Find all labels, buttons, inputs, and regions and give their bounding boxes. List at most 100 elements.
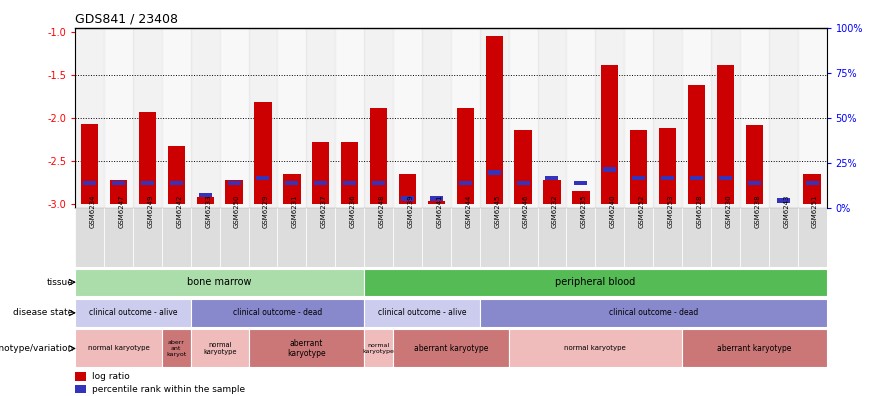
FancyBboxPatch shape: [624, 208, 653, 267]
FancyBboxPatch shape: [682, 208, 711, 267]
Text: clinical outcome - dead: clinical outcome - dead: [608, 308, 697, 317]
Bar: [428, 201, 445, 204]
Bar: [422, 28, 451, 208]
Bar: [488, 170, 500, 175]
Text: GSM6244: GSM6244: [465, 194, 471, 228]
FancyBboxPatch shape: [567, 208, 595, 267]
FancyBboxPatch shape: [162, 208, 191, 267]
Text: normal karyotype: normal karyotype: [88, 345, 149, 352]
Text: GSM6249: GSM6249: [148, 194, 154, 228]
FancyBboxPatch shape: [248, 329, 364, 367]
Bar: [83, 181, 96, 185]
FancyBboxPatch shape: [740, 208, 769, 267]
FancyBboxPatch shape: [451, 208, 480, 267]
FancyBboxPatch shape: [364, 269, 827, 295]
Text: GSM6234: GSM6234: [89, 194, 95, 228]
Text: peripheral blood: peripheral blood: [555, 277, 636, 287]
Bar: [227, 181, 240, 185]
Text: disease state: disease state: [13, 308, 73, 317]
Bar: [537, 28, 567, 208]
Text: GSM6231: GSM6231: [292, 194, 298, 228]
Text: GSM6237: GSM6237: [321, 194, 327, 228]
Bar: [516, 181, 530, 185]
FancyBboxPatch shape: [537, 208, 567, 267]
Bar: [430, 196, 443, 201]
FancyBboxPatch shape: [133, 208, 162, 267]
Bar: [401, 196, 414, 201]
Bar: [748, 181, 761, 185]
FancyBboxPatch shape: [278, 208, 307, 267]
Text: log ratio: log ratio: [92, 372, 129, 381]
Bar: [508, 28, 537, 208]
Text: GSM6235: GSM6235: [581, 194, 587, 228]
FancyBboxPatch shape: [653, 208, 682, 267]
Bar: [255, 103, 271, 204]
Text: GSM6228: GSM6228: [697, 194, 703, 228]
Text: aberrant karyotype: aberrant karyotype: [717, 344, 791, 353]
Text: normal
karyotype: normal karyotype: [203, 342, 236, 355]
Bar: [199, 193, 211, 197]
Bar: [595, 28, 624, 208]
FancyBboxPatch shape: [75, 299, 191, 327]
FancyBboxPatch shape: [393, 208, 422, 267]
FancyBboxPatch shape: [162, 329, 191, 367]
Bar: [141, 181, 154, 185]
FancyBboxPatch shape: [393, 329, 508, 367]
Text: GSM6239: GSM6239: [408, 194, 414, 228]
FancyBboxPatch shape: [480, 208, 508, 267]
FancyBboxPatch shape: [335, 208, 364, 267]
FancyBboxPatch shape: [508, 208, 537, 267]
Text: GSM6229: GSM6229: [263, 194, 269, 228]
Text: aberr
ant
karyot: aberr ant karyot: [166, 340, 187, 357]
Bar: [133, 28, 162, 208]
Bar: [797, 28, 827, 208]
FancyBboxPatch shape: [191, 208, 219, 267]
Text: GSM6232: GSM6232: [552, 194, 558, 228]
Bar: [661, 175, 674, 180]
FancyBboxPatch shape: [75, 208, 104, 267]
Bar: [248, 28, 278, 208]
FancyBboxPatch shape: [75, 269, 364, 295]
Text: GSM6236: GSM6236: [350, 194, 355, 228]
Bar: [740, 28, 769, 208]
Bar: [514, 130, 532, 204]
Bar: [75, 28, 104, 208]
Text: GSM6241: GSM6241: [437, 194, 442, 228]
Bar: [393, 28, 422, 208]
Text: GSM6233: GSM6233: [205, 194, 211, 228]
Text: normal
karyotype: normal karyotype: [362, 343, 394, 354]
Bar: [719, 175, 732, 180]
Text: GSM6246: GSM6246: [523, 194, 530, 228]
FancyBboxPatch shape: [508, 329, 682, 367]
FancyBboxPatch shape: [364, 208, 393, 267]
FancyBboxPatch shape: [797, 208, 827, 267]
Bar: [75, 372, 87, 381]
Bar: [545, 175, 559, 180]
Bar: [745, 125, 763, 204]
Text: GSM6240: GSM6240: [610, 194, 616, 228]
Bar: [804, 173, 820, 204]
Text: GSM6253: GSM6253: [667, 194, 674, 228]
Bar: [711, 28, 740, 208]
Bar: [777, 198, 789, 202]
Bar: [283, 173, 301, 204]
Text: clinical outcome - alive: clinical outcome - alive: [88, 308, 177, 317]
FancyBboxPatch shape: [480, 299, 827, 327]
Bar: [572, 191, 590, 204]
Bar: [717, 65, 734, 204]
Text: GSM6245: GSM6245: [494, 194, 500, 228]
Text: percentile rank within the sample: percentile rank within the sample: [92, 385, 245, 394]
Bar: [343, 181, 356, 185]
FancyBboxPatch shape: [104, 208, 133, 267]
Text: GSM6243: GSM6243: [783, 194, 789, 228]
FancyBboxPatch shape: [595, 208, 624, 267]
Text: GSM6242: GSM6242: [176, 194, 182, 228]
Text: GSM6230: GSM6230: [726, 194, 731, 228]
Bar: [769, 28, 797, 208]
FancyBboxPatch shape: [364, 299, 480, 327]
Text: GSM6248: GSM6248: [378, 194, 385, 228]
Bar: [104, 28, 133, 208]
FancyBboxPatch shape: [191, 299, 364, 327]
Bar: [682, 28, 711, 208]
Bar: [632, 175, 645, 180]
